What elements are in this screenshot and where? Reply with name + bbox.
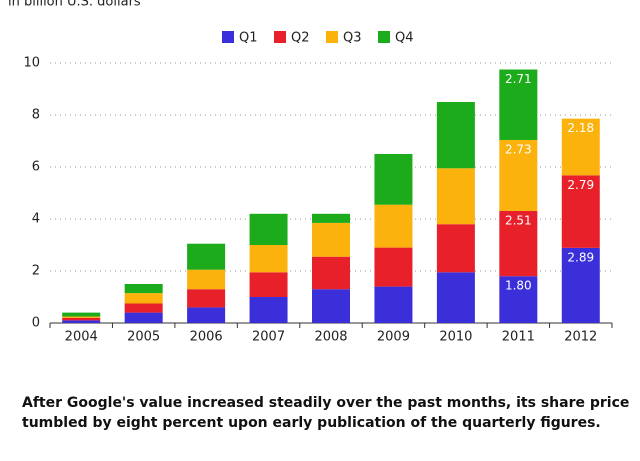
value-label: 2.89 bbox=[567, 250, 594, 264]
bar-segment bbox=[499, 139, 538, 211]
bar-segment bbox=[124, 312, 163, 323]
legend-label: Q4 bbox=[395, 31, 414, 46]
value-label: 2.79 bbox=[567, 178, 594, 192]
bar-segment bbox=[187, 289, 226, 308]
bar-segment bbox=[499, 276, 538, 323]
bar-segment bbox=[187, 269, 226, 290]
bar-segment bbox=[62, 316, 101, 318]
bar-segment bbox=[124, 293, 163, 304]
bar-segment bbox=[249, 297, 288, 323]
y-tick-label: 8 bbox=[32, 108, 40, 123]
value-label: 2.73 bbox=[505, 142, 532, 156]
value-label: 2.51 bbox=[505, 213, 532, 227]
bar-segment bbox=[312, 213, 350, 223]
x-tick-label: 2005 bbox=[127, 330, 160, 345]
legend-swatch bbox=[378, 31, 390, 43]
x-tick-label: 2009 bbox=[377, 330, 410, 345]
bar-segment bbox=[436, 224, 475, 273]
legend-label: Q2 bbox=[291, 31, 310, 46]
x-tick-label: 2006 bbox=[190, 330, 223, 345]
bar-segment bbox=[124, 303, 163, 313]
bar-segment bbox=[436, 168, 475, 225]
value-label: 2.18 bbox=[567, 121, 594, 135]
bar-segment bbox=[374, 247, 413, 287]
legend-label: Q1 bbox=[239, 31, 258, 46]
y-tick-label: 0 bbox=[32, 316, 40, 331]
value-label: 1.80 bbox=[505, 279, 532, 293]
bar-segment bbox=[374, 286, 413, 323]
bar-segment bbox=[374, 204, 413, 248]
bar-segment bbox=[499, 210, 538, 277]
legend-label: Q3 bbox=[343, 31, 362, 46]
bar-segment bbox=[312, 256, 350, 290]
bar-segment bbox=[249, 213, 288, 245]
y-tick-label: 4 bbox=[32, 212, 40, 227]
bar-segment bbox=[62, 320, 101, 323]
x-tick-label: 2007 bbox=[252, 330, 285, 345]
legend-swatch bbox=[222, 31, 234, 43]
y-tick-label: 2 bbox=[32, 264, 40, 279]
bar-segment bbox=[436, 102, 475, 169]
caption-line: After Google's value increased steadily … bbox=[22, 395, 629, 411]
bar-segment bbox=[312, 289, 350, 323]
bar-segment bbox=[249, 245, 288, 273]
bar-segment bbox=[374, 154, 413, 205]
bar-segment bbox=[187, 243, 226, 270]
bar-segment bbox=[62, 312, 101, 317]
bar-segment bbox=[312, 222, 350, 257]
bar-segment bbox=[561, 118, 600, 176]
x-tick-label: 2011 bbox=[502, 330, 535, 345]
y-tick-label: 10 bbox=[23, 56, 40, 71]
legend-swatch bbox=[274, 31, 286, 43]
x-tick-label: 2008 bbox=[314, 330, 347, 345]
bar-segment bbox=[62, 317, 101, 321]
x-tick-label: 2010 bbox=[439, 330, 472, 345]
caption-line: tumbled by eight percent upon early publ… bbox=[22, 415, 601, 431]
x-tick-label: 2012 bbox=[564, 330, 597, 345]
x-tick-label: 2004 bbox=[65, 330, 98, 345]
bar-segment bbox=[249, 272, 288, 297]
bar-segment bbox=[561, 175, 600, 248]
value-label: 2.71 bbox=[505, 72, 532, 86]
bar-segment bbox=[187, 307, 226, 323]
bar-segment bbox=[499, 69, 538, 140]
legend-swatch bbox=[326, 31, 338, 43]
bar-segment bbox=[436, 272, 475, 323]
chart-subtitle: in billion U.S. dollars bbox=[8, 0, 141, 10]
bar-segment bbox=[124, 284, 163, 294]
bar-segment bbox=[561, 247, 600, 323]
y-tick-label: 6 bbox=[32, 160, 40, 175]
